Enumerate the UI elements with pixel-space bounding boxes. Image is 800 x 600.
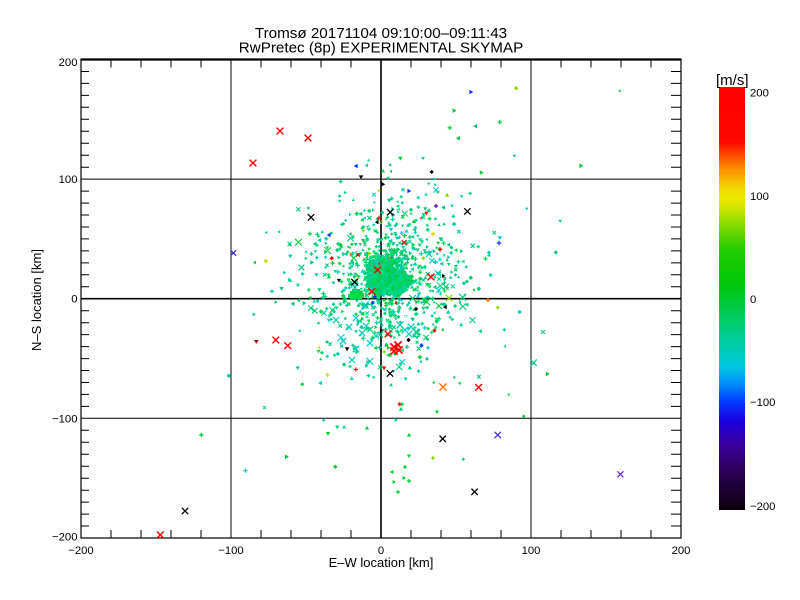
- svg-text:−200: −200: [750, 501, 775, 513]
- svg-text:200: 200: [672, 545, 691, 557]
- svg-text:100: 100: [59, 174, 78, 186]
- svg-text:0: 0: [750, 294, 756, 306]
- svg-text:0: 0: [71, 294, 77, 306]
- svg-text:200: 200: [59, 57, 78, 69]
- svg-text:0: 0: [378, 545, 384, 557]
- svg-text:100: 100: [750, 191, 769, 203]
- svg-text:−200: −200: [68, 545, 93, 557]
- svg-text:RwPretec (8p) EXPERIMENTAL SKY: RwPretec (8p) EXPERIMENTAL SKYMAP: [239, 40, 523, 57]
- svg-text:E–W location [km]: E–W location [km]: [329, 555, 434, 570]
- svg-text:−200: −200: [52, 532, 77, 544]
- svg-text:[m/s]: [m/s]: [716, 72, 749, 89]
- svg-text:−100: −100: [52, 413, 77, 425]
- svg-text:N–S location [km]: N–S location [km]: [29, 249, 44, 351]
- svg-text:−100: −100: [750, 397, 775, 409]
- svg-text:200: 200: [750, 87, 769, 99]
- svg-text:Tromsø 20171104 09:10:00–09:11: Tromsø 20171104 09:10:00–09:11:43: [255, 25, 507, 42]
- svg-text:−100: −100: [218, 545, 243, 557]
- svg-text:100: 100: [522, 545, 541, 557]
